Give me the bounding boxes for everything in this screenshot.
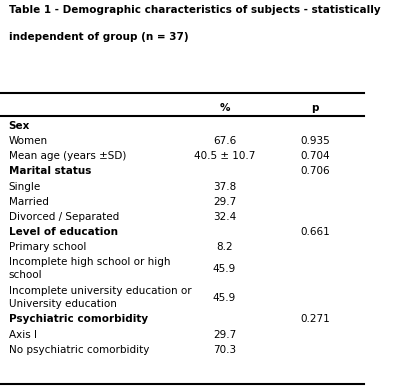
Text: 0.706: 0.706 <box>300 167 330 176</box>
Text: 29.7: 29.7 <box>213 330 236 340</box>
Text: Axis I: Axis I <box>9 330 36 340</box>
Text: 29.7: 29.7 <box>213 197 236 207</box>
Text: 45.9: 45.9 <box>213 264 236 274</box>
Text: Mean age (years ±SD): Mean age (years ±SD) <box>9 151 126 161</box>
Text: Married: Married <box>9 197 49 207</box>
Text: Sex: Sex <box>9 121 30 131</box>
Text: Marital status: Marital status <box>9 167 91 176</box>
Text: Divorced / Separated: Divorced / Separated <box>9 212 119 222</box>
Text: 0.704: 0.704 <box>300 151 330 161</box>
Text: 45.9: 45.9 <box>213 293 236 303</box>
Text: Incomplete high school or high
school: Incomplete high school or high school <box>9 257 170 280</box>
Text: 37.8: 37.8 <box>213 182 236 191</box>
Text: No psychiatric comorbidity: No psychiatric comorbidity <box>9 345 149 355</box>
Text: Level of education: Level of education <box>9 227 118 237</box>
Text: independent of group (n = 37): independent of group (n = 37) <box>9 32 188 42</box>
Text: Table 1 - Demographic characteristics of subjects - statistically: Table 1 - Demographic characteristics of… <box>9 5 380 15</box>
Text: Primary school: Primary school <box>9 242 86 252</box>
Text: 70.3: 70.3 <box>213 345 236 355</box>
Text: 0.271: 0.271 <box>300 314 330 324</box>
Text: 8.2: 8.2 <box>216 242 233 252</box>
Text: 40.5 ± 10.7: 40.5 ± 10.7 <box>194 151 255 161</box>
Text: 67.6: 67.6 <box>213 136 236 146</box>
Text: Women: Women <box>9 136 48 146</box>
Text: 0.935: 0.935 <box>300 136 330 146</box>
Text: p: p <box>311 103 319 113</box>
Text: Psychiatric comorbidity: Psychiatric comorbidity <box>9 314 148 324</box>
Text: 0.661: 0.661 <box>300 227 330 237</box>
Text: Single: Single <box>9 182 41 191</box>
Text: %: % <box>219 103 230 113</box>
Text: 32.4: 32.4 <box>213 212 236 222</box>
Text: Incomplete university education or
University education: Incomplete university education or Unive… <box>9 286 191 309</box>
